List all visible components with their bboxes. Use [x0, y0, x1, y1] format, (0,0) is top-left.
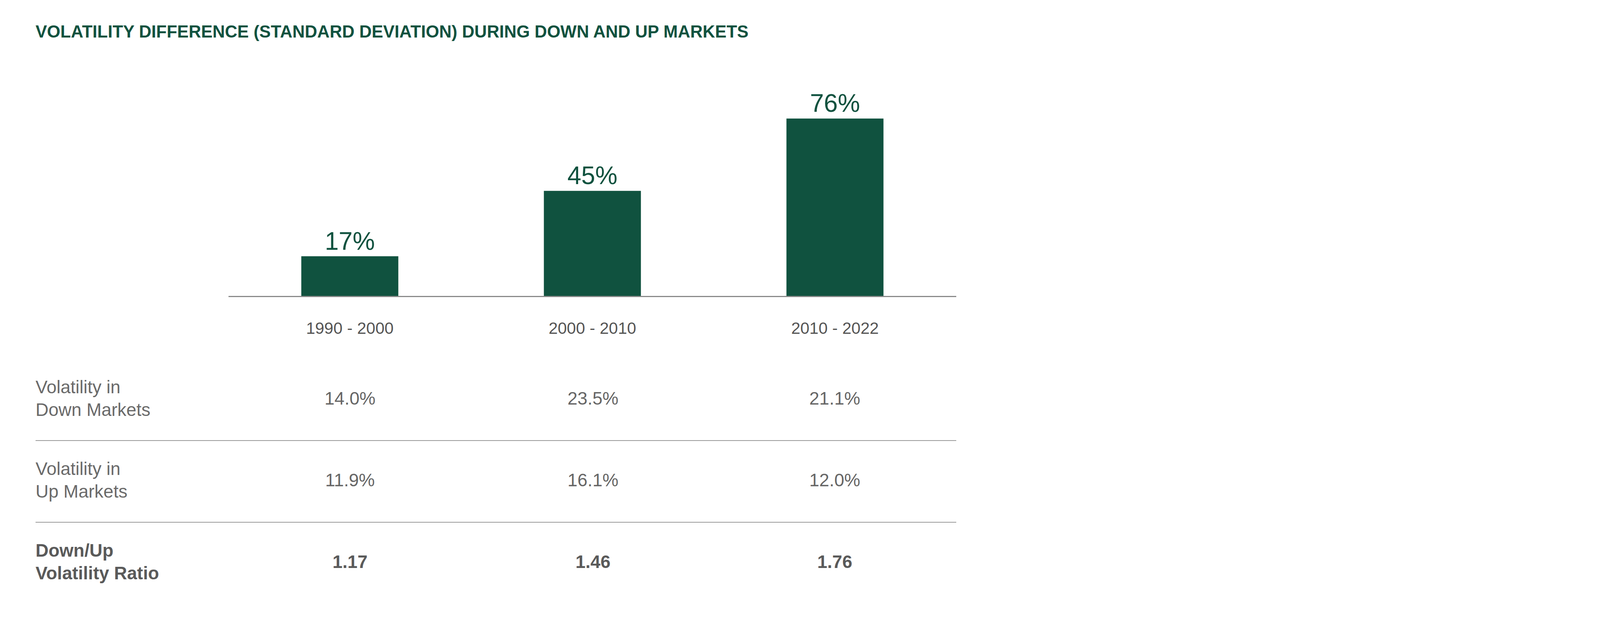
html-text:1.17: 1.17 — [332, 551, 368, 572]
svg-text:1990 - 2000: 1990 - 2000 — [305, 318, 394, 338]
html-text:Up Markets: Up Markets — [35, 480, 128, 502]
html-text:12.0%: 12.0% — [809, 469, 861, 490]
svg-text:45%: 45% — [567, 161, 618, 190]
html-text:21.1%: 21.1% — [809, 387, 861, 409]
html-text:14.0%: 14.0% — [324, 387, 376, 409]
html-text:Volatility in: Volatility in — [35, 458, 121, 479]
svg-text:VOLATILITY DIFFERENCE (STANDAR: VOLATILITY DIFFERENCE (STANDARD DEVIATIO… — [35, 21, 749, 42]
svg-text:17%: 17% — [324, 226, 375, 256]
html-text:Volatility in: Volatility in — [35, 376, 121, 397]
html-text:Down Markets: Down Markets — [35, 399, 151, 420]
svg-text:2000 - 2010: 2000 - 2010 — [548, 318, 636, 338]
svg-text:76%: 76% — [809, 89, 860, 118]
html-text:1.76: 1.76 — [817, 551, 853, 572]
html-text:1.46: 1.46 — [575, 551, 611, 572]
html-text:23.5%: 23.5% — [567, 387, 619, 409]
html-text:11.9%: 11.9% — [325, 469, 375, 490]
html-text:16.1%: 16.1% — [567, 469, 619, 490]
html-text:Down/Up: Down/Up — [35, 539, 114, 561]
svg-text:2010 - 2022: 2010 - 2022 — [791, 318, 879, 338]
html-text:Volatility Ratio: Volatility Ratio — [35, 562, 160, 583]
